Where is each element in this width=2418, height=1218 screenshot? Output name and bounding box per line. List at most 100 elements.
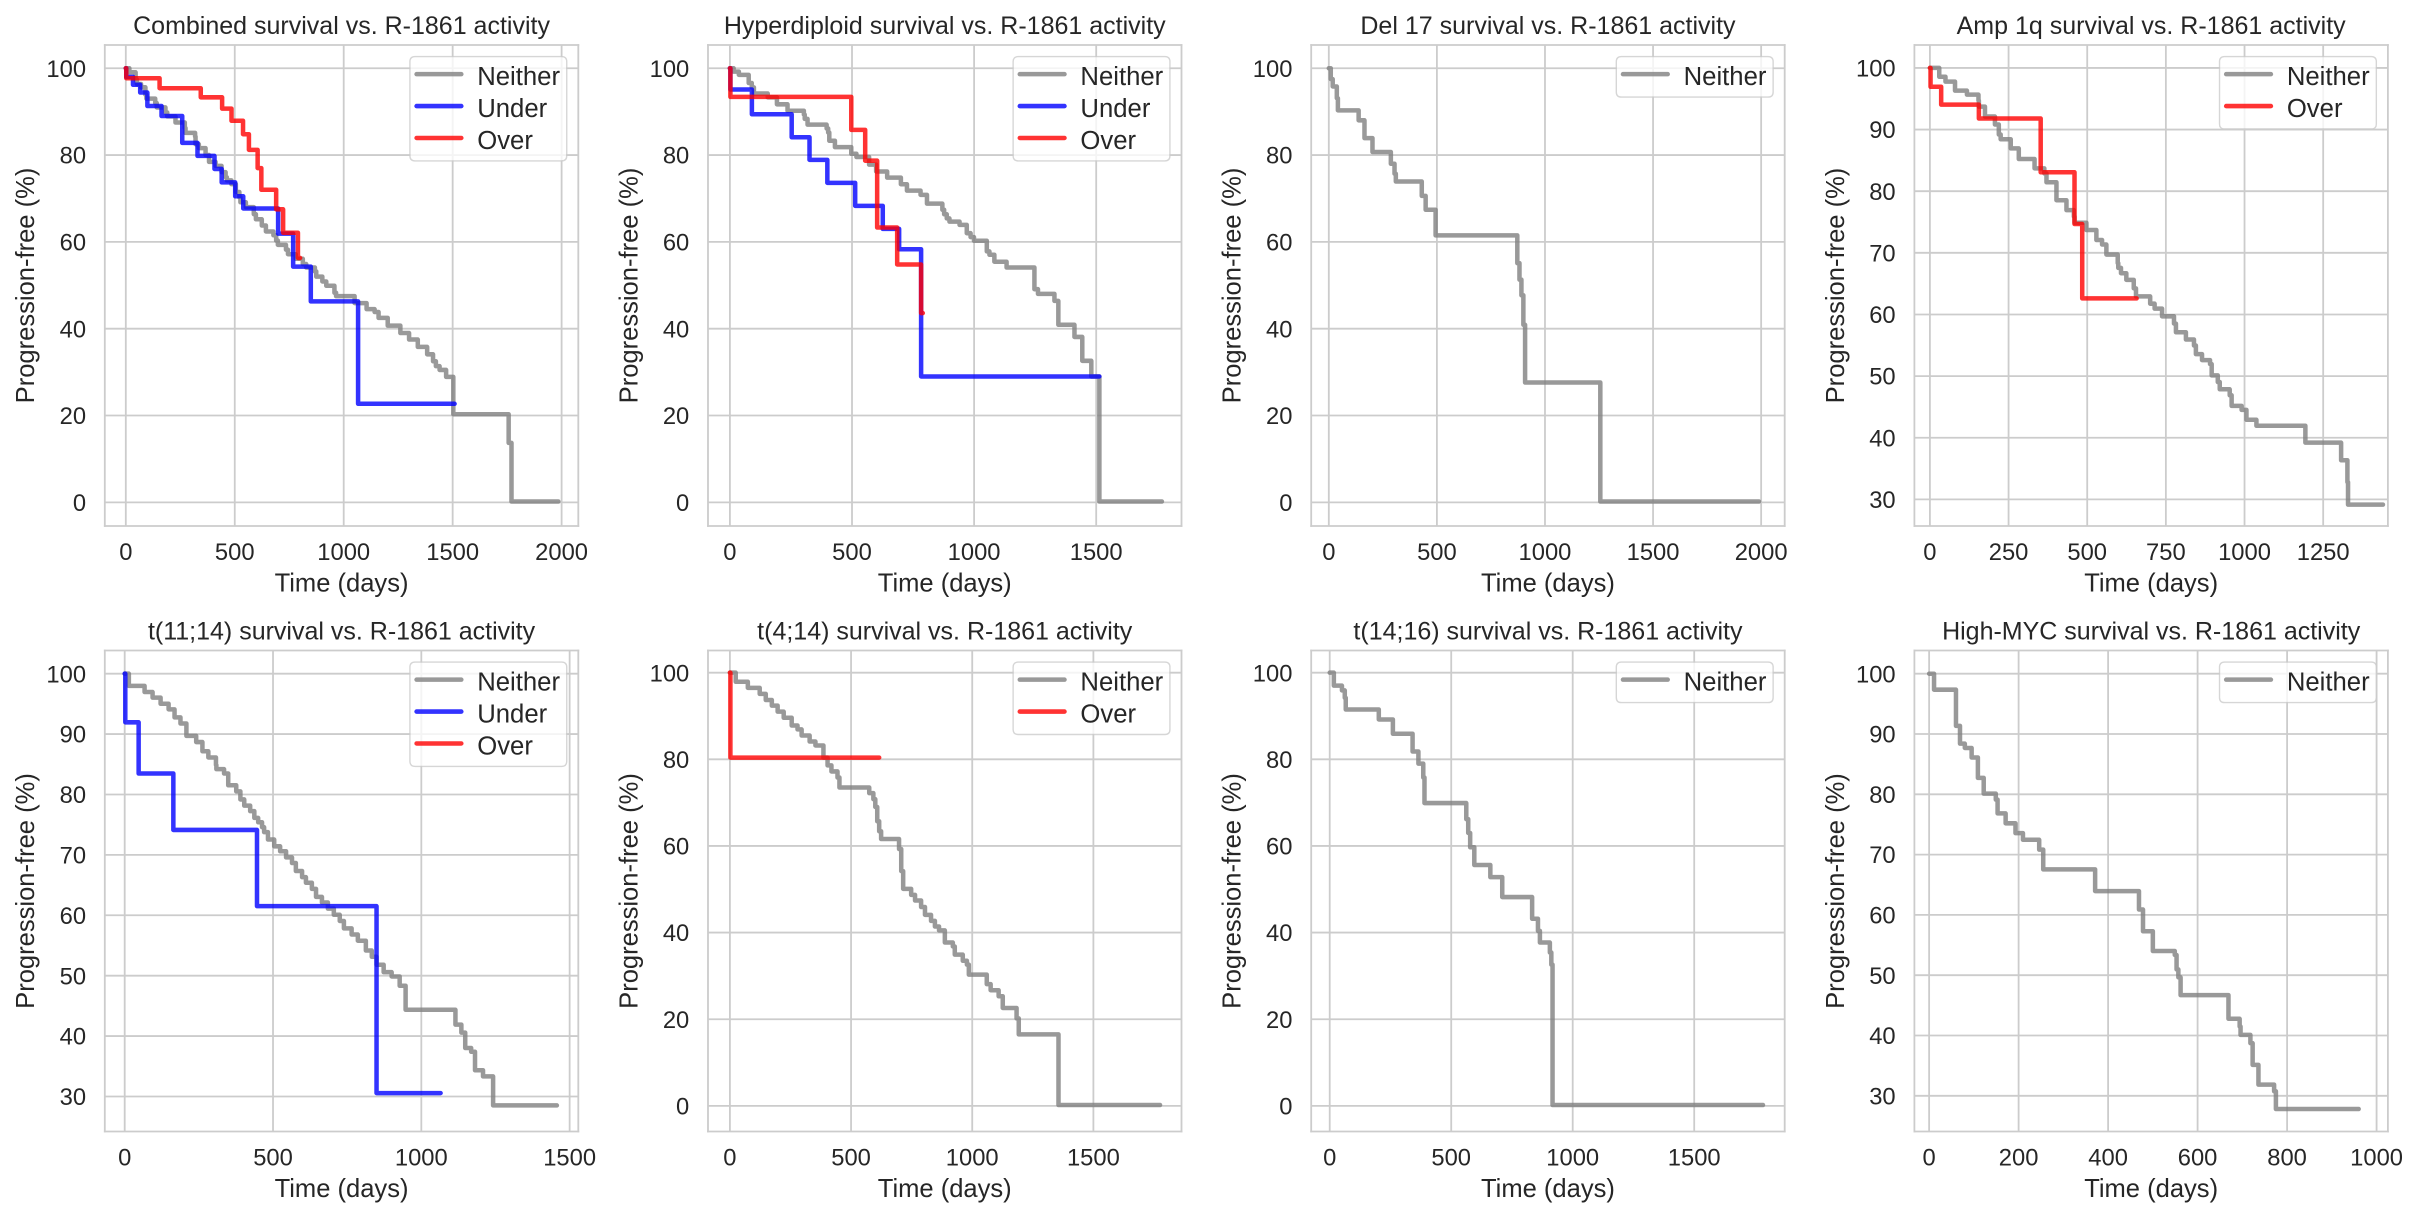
svg-text:90: 90 [1869,117,1895,144]
svg-text:80: 80 [60,143,86,170]
svg-text:Progression-free (%): Progression-free (%) [12,773,40,1009]
svg-text:Over: Over [1080,127,1136,155]
svg-text:40: 40 [1869,1023,1895,1050]
svg-text:0: 0 [1279,490,1292,517]
svg-text:80: 80 [663,143,689,170]
svg-text:Over: Over [1080,700,1136,728]
svg-text:100: 100 [650,660,690,687]
svg-text:500: 500 [1417,539,1457,566]
svg-text:0: 0 [1279,1093,1292,1120]
svg-text:1000: 1000 [2218,539,2271,566]
svg-text:30: 30 [1869,1083,1895,1110]
svg-text:60: 60 [1266,229,1292,256]
svg-text:80: 80 [1869,179,1895,206]
svg-text:1000: 1000 [948,539,1001,566]
svg-text:100: 100 [1856,661,1896,688]
svg-text:40: 40 [1266,316,1292,343]
svg-text:t(14;16) survival vs. R-1861 a: t(14;16) survival vs. R-1861 activity [1353,617,1743,645]
svg-text:40: 40 [1266,920,1292,947]
svg-text:Combined survival vs. R-1861 a: Combined survival vs. R-1861 activity [133,12,550,40]
svg-text:60: 60 [1869,302,1895,329]
svg-text:90: 90 [1869,722,1895,749]
svg-text:70: 70 [60,842,86,869]
svg-text:80: 80 [663,747,689,774]
svg-text:60: 60 [60,903,86,930]
svg-text:0: 0 [1923,539,1936,566]
svg-text:1000: 1000 [1546,1144,1599,1171]
svg-text:Progression-free (%): Progression-free (%) [1822,773,1850,1009]
svg-text:60: 60 [1869,903,1895,930]
svg-text:250: 250 [1989,539,2029,566]
svg-text:Time (days): Time (days) [878,1175,1012,1203]
svg-text:Neither: Neither [477,63,560,91]
svg-text:2000: 2000 [535,539,588,566]
svg-text:70: 70 [1869,842,1895,869]
svg-text:Progression-free (%): Progression-free (%) [1822,168,1850,404]
svg-text:2000: 2000 [1735,539,1788,566]
svg-text:1500: 1500 [426,539,479,566]
svg-text:Time (days): Time (days) [2084,570,2218,598]
svg-text:60: 60 [60,229,86,256]
svg-text:500: 500 [1431,1144,1471,1171]
svg-text:80: 80 [60,782,86,809]
svg-text:500: 500 [831,1144,871,1171]
svg-text:100: 100 [1253,660,1293,687]
svg-text:500: 500 [215,539,255,566]
svg-text:80: 80 [1266,143,1292,170]
svg-text:t(4;14) survival vs. R-1861 ac: t(4;14) survival vs. R-1861 activity [757,617,1133,645]
svg-text:Progression-free (%): Progression-free (%) [615,773,643,1009]
svg-text:Progression-free (%): Progression-free (%) [1219,168,1247,404]
svg-text:Progression-free (%): Progression-free (%) [1219,773,1247,1009]
svg-text:40: 40 [1869,425,1895,452]
svg-text:50: 50 [1869,963,1895,990]
svg-text:80: 80 [1869,782,1895,809]
svg-text:750: 750 [2146,539,2186,566]
svg-text:Over: Over [2287,95,2343,123]
svg-text:Time (days): Time (days) [275,1175,409,1203]
svg-text:0: 0 [676,490,689,517]
svg-text:0: 0 [723,539,736,566]
svg-text:800: 800 [2267,1144,2307,1171]
svg-text:500: 500 [832,539,872,566]
svg-text:High-MYC survival vs. R-1861 a: High-MYC survival vs. R-1861 activity [1942,617,2361,645]
svg-text:Neither: Neither [1080,669,1163,697]
svg-text:70: 70 [1869,240,1895,267]
svg-text:100: 100 [46,56,86,83]
svg-text:Time (days): Time (days) [2084,1175,2218,1203]
svg-text:100: 100 [650,56,690,83]
svg-text:200: 200 [1999,1144,2039,1171]
svg-text:Under: Under [1080,95,1150,123]
svg-text:1000: 1000 [2350,1144,2403,1171]
svg-text:1500: 1500 [1668,1144,1721,1171]
svg-text:0: 0 [676,1093,689,1120]
svg-text:Hyperdiploid survival vs. R-18: Hyperdiploid survival vs. R-1861 activit… [724,12,1166,40]
svg-text:600: 600 [2178,1144,2218,1171]
svg-text:40: 40 [663,920,689,947]
svg-text:1000: 1000 [1519,539,1572,566]
svg-text:20: 20 [1266,1007,1292,1034]
svg-text:Neither: Neither [2287,669,2370,697]
svg-text:Neither: Neither [477,669,560,697]
svg-text:Neither: Neither [1684,63,1767,91]
svg-text:20: 20 [60,403,86,430]
svg-text:Progression-free (%): Progression-free (%) [12,168,40,404]
svg-text:60: 60 [663,834,689,861]
svg-text:Neither: Neither [1684,669,1767,697]
svg-text:40: 40 [60,316,86,343]
svg-text:90: 90 [60,722,86,749]
svg-text:1000: 1000 [317,539,370,566]
svg-text:Over: Over [477,732,533,760]
svg-text:0: 0 [118,1144,131,1171]
svg-text:1500: 1500 [1067,1144,1120,1171]
svg-text:30: 30 [60,1084,86,1111]
svg-text:Time (days): Time (days) [275,570,409,598]
svg-text:Over: Over [477,127,533,155]
svg-text:1000: 1000 [395,1144,448,1171]
svg-text:t(11;14) survival vs. R-1861 a: t(11;14) survival vs. R-1861 activity [148,617,536,645]
svg-text:0: 0 [1322,539,1335,566]
svg-text:400: 400 [2088,1144,2128,1171]
svg-text:1250: 1250 [2297,539,2350,566]
svg-text:30: 30 [1869,487,1895,514]
svg-text:Neither: Neither [2287,63,2370,91]
svg-text:Del 17 survival vs. R-1861 act: Del 17 survival vs. R-1861 activity [1360,12,1736,40]
